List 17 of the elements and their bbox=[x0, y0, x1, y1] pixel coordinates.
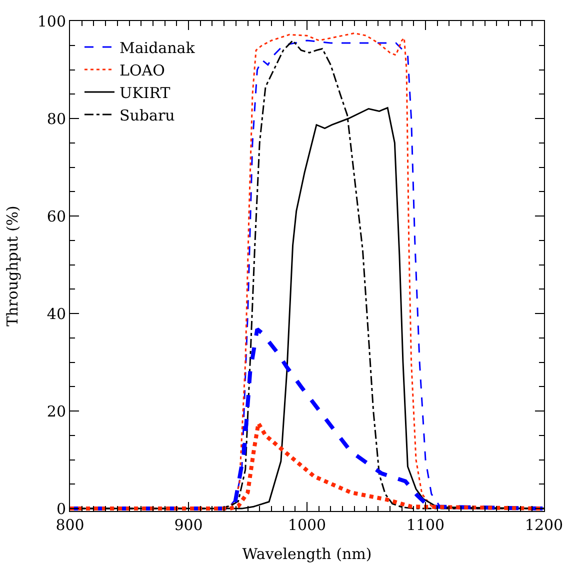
x-tick-label: 1000 bbox=[288, 516, 326, 534]
y-tick-label: 100 bbox=[37, 12, 66, 30]
legend-label: UKIRT bbox=[119, 84, 170, 102]
y-axis-title: Throughput (%) bbox=[4, 206, 22, 326]
y-tick-label: 60 bbox=[46, 207, 66, 226]
x-tick-label: 800 bbox=[56, 516, 84, 534]
x-tick-label: 900 bbox=[174, 516, 203, 534]
y-tick-label: 0 bbox=[56, 500, 66, 518]
legend-label: Maidanak bbox=[119, 38, 196, 57]
x-tick-label: 1200 bbox=[524, 516, 564, 534]
legend-label: Subaru bbox=[119, 106, 176, 124]
legend-label: LOAO bbox=[119, 61, 165, 80]
x-tick-label: 1100 bbox=[406, 516, 445, 534]
y-tick-label: 40 bbox=[46, 304, 66, 323]
x-axis-title: Wavelength (nm) bbox=[242, 545, 372, 563]
y-tick-label: 80 bbox=[46, 110, 66, 128]
y-tick-label: 20 bbox=[46, 402, 66, 420]
